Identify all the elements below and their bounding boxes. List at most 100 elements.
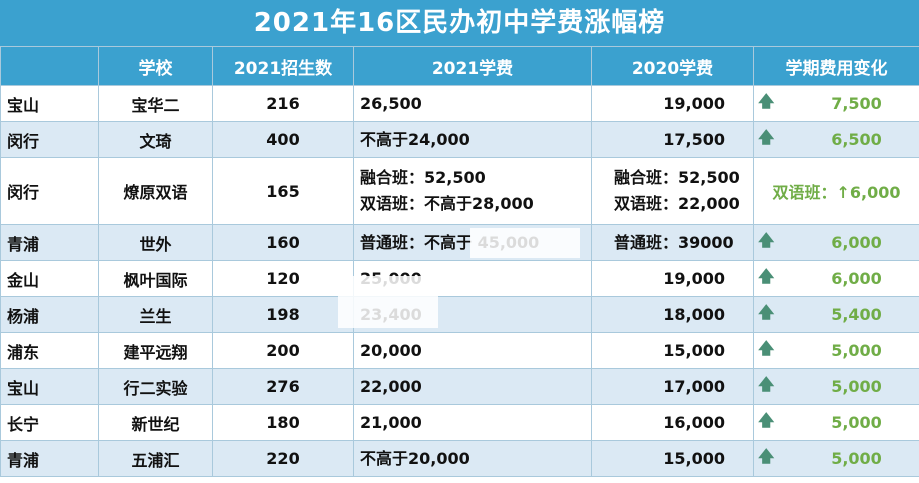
up-arrow-icon: 🡅	[758, 127, 775, 146]
enroll-cell: 400	[212, 121, 354, 158]
table-row: 闵行 文琦 400 不高于24,000 17,500 🡅 6,500	[0, 121, 919, 158]
district-cell: 金山	[0, 260, 99, 297]
table-row: 闵行 燎原双语 165 融合班：52,500 双语班：不高于28,000 融合班：52,5…	[0, 157, 919, 225]
column-header: 2021学费	[353, 46, 592, 86]
change-cell: 🡅 6,000	[753, 224, 919, 261]
enroll-cell: 120	[212, 260, 354, 297]
school-cell: 五浦汇	[98, 440, 213, 477]
mask-overlay	[470, 228, 580, 258]
fee-2020-cell: 15,000	[591, 332, 754, 369]
fee-2020-line: 19,000	[663, 268, 725, 288]
up-arrow-icon: 🡅	[758, 410, 775, 429]
page-title: 2021年16区民办初中学费涨幅榜	[0, 0, 919, 46]
district-cell: 浦东	[0, 332, 99, 369]
fee-2021-line: 20,000	[360, 340, 422, 360]
table-row: 青浦 世外 160 普通班：不高于 45,000 普通班：39000 🡅 6,000	[0, 224, 919, 261]
fee-2021-line: 22,000	[360, 376, 422, 396]
fee-2021-cell: 21,000	[353, 404, 592, 441]
enroll-cell: 220	[212, 440, 354, 477]
fee-2020-cell: 15,000	[591, 440, 754, 477]
fee-2020-cell: 17,000	[591, 368, 754, 405]
up-arrow-icon: 🡅	[758, 302, 775, 321]
school-cell: 行二实验	[98, 368, 213, 405]
district-cell: 长宁	[0, 404, 99, 441]
fee-2020-cell: 19,000	[591, 260, 754, 297]
fee-2021-line: 双语班：不高于28,000	[360, 194, 534, 213]
school-cell: 文琦	[98, 121, 213, 158]
column-header: 学校	[98, 46, 213, 86]
school-cell: 建平远翔	[98, 332, 213, 369]
up-arrow-icon: 🡅	[758, 446, 775, 465]
mask-overlay	[338, 276, 438, 328]
fee-2020-line: 17,000	[663, 376, 725, 396]
fee-2020-cell: 18,000	[591, 296, 754, 333]
up-arrow-icon: 🡅	[758, 230, 775, 249]
change-value: 双语班：↑6,000	[772, 183, 901, 202]
fee-2021-cell: 不高于20,000	[353, 440, 592, 477]
fee-2021-cell: 20,000	[353, 332, 592, 369]
enroll-cell: 200	[212, 332, 354, 369]
enroll-cell: 276	[212, 368, 354, 405]
change-value: 7,500	[831, 94, 882, 113]
fee-table: 学校 2021招生数 2021学费 2020学费 学期费用变化 宝山 宝华二 216 26,5…	[0, 46, 919, 477]
change-cell: 双语班：↑6,000	[753, 157, 919, 225]
column-header: 学期费用变化	[753, 46, 919, 86]
column-header	[0, 46, 99, 86]
change-value: 5,000	[831, 449, 882, 468]
enroll-cell: 180	[212, 404, 354, 441]
school-cell: 燎原双语	[98, 157, 213, 225]
school-cell: 枫叶国际	[98, 260, 213, 297]
table-row: 宝山 行二实验 276 22,000 17,000 🡅 5,000	[0, 368, 919, 405]
header-row: 学校 2021招生数 2021学费 2020学费 学期费用变化	[0, 46, 919, 86]
change-value: 6,000	[831, 269, 882, 288]
fee-2021-line: 26,500	[360, 93, 422, 113]
fee-2020-line: 融合班：52,500	[614, 168, 740, 187]
fee-2020-cell: 19,000	[591, 85, 754, 122]
change-cell: 🡅 5,400	[753, 296, 919, 333]
enroll-cell: 160	[212, 224, 354, 261]
fee-2021-cell: 不高于24,000	[353, 121, 592, 158]
change-cell: 🡅 6,000	[753, 260, 919, 297]
table-row: 宝山 宝华二 216 26,500 19,000 🡅 7,500	[0, 85, 919, 122]
district-cell: 闵行	[0, 121, 99, 158]
enroll-cell: 198	[212, 296, 354, 333]
column-header: 2021招生数	[212, 46, 354, 86]
change-cell: 🡅 5,000	[753, 404, 919, 441]
fee-2021-cell: 26,500	[353, 85, 592, 122]
district-cell: 青浦	[0, 440, 99, 477]
table-row: 长宁 新世纪 180 21,000 16,000 🡅 5,000	[0, 404, 919, 441]
change-value: 5,000	[831, 341, 882, 360]
fee-2020-line: 19,000	[663, 93, 725, 113]
enroll-cell: 165	[212, 157, 354, 225]
column-header: 2020学费	[591, 46, 754, 86]
fee-2020-cell: 17,500	[591, 121, 754, 158]
fee-2020-line: 15,000	[663, 340, 725, 360]
fee-2021-line: 不高于20,000	[360, 448, 470, 468]
table-row: 金山枫叶国际12025,00019,000🡅6,000	[0, 260, 919, 297]
school-cell: 新世纪	[98, 404, 213, 441]
fee-2021-line: 融合班：52,500	[360, 168, 486, 187]
up-arrow-icon: 🡅	[758, 374, 775, 393]
district-cell: 闵行	[0, 157, 99, 225]
up-arrow-icon: 🡅	[758, 338, 775, 357]
school-cell: 世外	[98, 224, 213, 261]
fee-2020-line: 普通班：39000	[614, 232, 734, 252]
fee-2020-line: 双语班：22,000	[614, 194, 740, 213]
school-cell: 兰生	[98, 296, 213, 333]
change-value: 5,000	[831, 413, 882, 432]
change-cell: 🡅 5,000	[753, 332, 919, 369]
district-cell: 杨浦	[0, 296, 99, 333]
change-cell: 🡅 7,500	[753, 85, 919, 122]
district-cell: 宝山	[0, 85, 99, 122]
fee-2020-line: 15,000	[663, 448, 725, 468]
fee-2020-line: 17,500	[663, 129, 725, 149]
fee-2021-line: 21,000	[360, 412, 422, 432]
change-value: 6,500	[831, 130, 882, 149]
school-cell: 宝华二	[98, 85, 213, 122]
up-arrow-icon: 🡅	[758, 266, 775, 285]
change-value: 5,000	[831, 377, 882, 396]
table-row: 浦东 建平远翔 200 20,000 15,000 🡅 5,000	[0, 332, 919, 369]
enroll-cell: 216	[212, 85, 354, 122]
table-row: 青浦 五浦汇 220 不高于20,000 15,000 🡅 5,000	[0, 440, 919, 477]
fee-2020-line: 18,000	[663, 304, 725, 324]
